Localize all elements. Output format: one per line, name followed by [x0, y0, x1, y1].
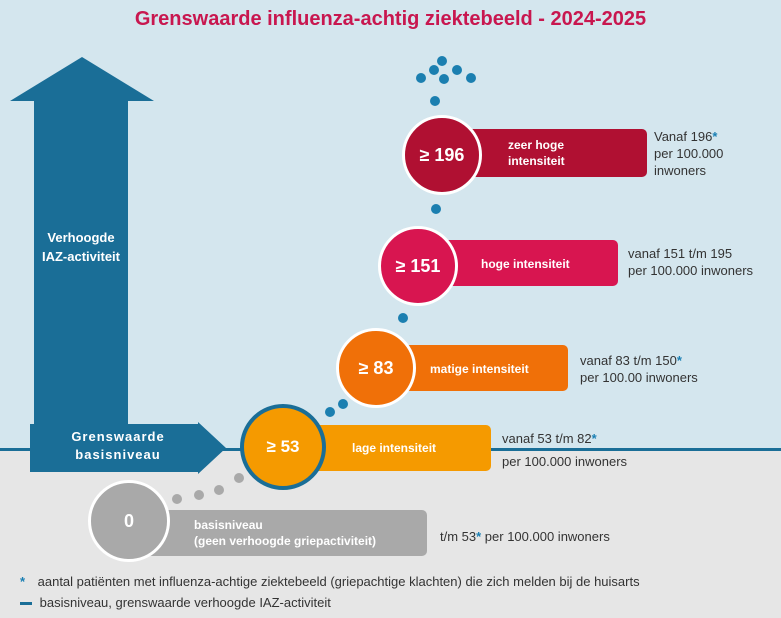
desc-line: per 100.00 inwoners: [580, 370, 698, 385]
band-zeer-hoge: zeer hoge intensiteit: [508, 131, 588, 175]
dot: [325, 407, 335, 417]
band-basis-bg: [132, 510, 427, 556]
desc-matige: vanaf 83 t/m 150* per 100.00 inwoners: [580, 352, 698, 386]
footnote-asterisk: * aantal patiënten met influenza-achtige…: [20, 574, 640, 589]
desc-line: vanaf 83 t/m 150: [580, 353, 677, 368]
band-matige: matige intensiteit: [430, 347, 560, 391]
band-label: hoge intensiteit: [481, 257, 570, 271]
dot: [430, 96, 440, 106]
desc-basis: t/m 53* per 100.000 inwoners: [440, 528, 610, 545]
level-circle-matige: ≥ 83: [336, 328, 416, 408]
desc-line: per 100.000 inwoners: [481, 529, 610, 544]
dot: [437, 56, 447, 66]
level-circle-zeer-hoge: ≥ 196: [402, 115, 482, 195]
dot: [439, 74, 449, 84]
band-label: basisniveau: [194, 518, 263, 532]
desc-line: per 100.000: [654, 146, 724, 161]
star-mark: *: [712, 129, 718, 144]
band-label: matige intensiteit: [430, 362, 529, 376]
level-circle-lage: ≥ 53: [240, 404, 326, 490]
desc-lage: vanaf 53 t/m 82* per 100.000 inwoners: [502, 430, 627, 470]
band-label: lage intensiteit: [352, 441, 437, 455]
band-lage: lage intensiteit: [352, 426, 472, 470]
desc-zeer-hoge: Vanaf 196* per 100.000 inwoners: [654, 128, 723, 179]
footnote-text: basisniveau, grenswaarde verhoogde IAZ-a…: [39, 595, 331, 610]
up-arrow-label: Verhoogde IAZ-activiteit: [41, 230, 120, 264]
dot: [452, 65, 462, 75]
star-mark: *: [676, 353, 682, 368]
dot: [398, 313, 408, 323]
footnote-mark: *: [20, 574, 26, 589]
desc-line: per 100.000 inwoners: [502, 454, 628, 469]
level-circle-hoge: ≥ 151: [378, 226, 458, 306]
up-arrow: [10, 57, 154, 430]
footnote-text: aantal patiënten met influenza-achtige z…: [37, 574, 640, 589]
footnote-line: basisniveau, grenswaarde verhoogde IAZ-a…: [20, 595, 331, 610]
desc-line: per 100.000 inwoners: [628, 263, 754, 278]
dot: [431, 204, 441, 214]
star-mark: *: [476, 529, 482, 544]
band-lage-bg: [286, 425, 491, 471]
desc-line: vanaf 53 t/m 82: [502, 431, 592, 446]
level-value: 0: [123, 510, 134, 531]
dot: [172, 494, 182, 504]
dot: [234, 473, 244, 483]
band-hoge-bg: [418, 240, 618, 286]
desc-line: t/m 53: [440, 529, 477, 544]
level-circle-basis: 0: [88, 480, 170, 562]
line-legend-icon: [20, 602, 32, 606]
desc-line: Vanaf 196: [654, 129, 713, 144]
chart-title: Grenswaarde influenza-achtig ziektebeeld…: [134, 8, 647, 30]
base-arrow-label: Grenswaarde basisniveau: [71, 429, 165, 462]
band-zeer-hoge-bg: [440, 129, 647, 177]
level-value: ≥ 196: [419, 144, 465, 165]
dot: [416, 73, 426, 83]
band-hoge: hoge intensiteit: [481, 242, 601, 286]
band-basis: basisniveau (geen verhoogde griepactivit…: [194, 512, 419, 556]
dot: [194, 490, 204, 500]
desc-hoge: vanaf 151 t/m 195 per 100.000 inwoners: [628, 245, 753, 279]
desc-line: vanaf 151 t/m 195: [628, 246, 733, 261]
desc-line: inwoners: [654, 163, 707, 178]
star-mark: *: [591, 431, 597, 446]
level-value: ≥ 53: [266, 437, 300, 456]
dot: [429, 65, 439, 75]
band-label: zeer hoge intensiteit: [508, 138, 565, 168]
dot: [466, 73, 476, 83]
level-value: ≥ 151: [395, 255, 441, 276]
band-label-sub: (geen verhoogde griepactiviteit): [194, 534, 377, 548]
base-arrow: [30, 422, 226, 474]
dot: [214, 485, 224, 495]
dot: [338, 399, 348, 409]
level-value: ≥ 83: [358, 357, 394, 378]
band-matige-bg: [372, 345, 568, 391]
